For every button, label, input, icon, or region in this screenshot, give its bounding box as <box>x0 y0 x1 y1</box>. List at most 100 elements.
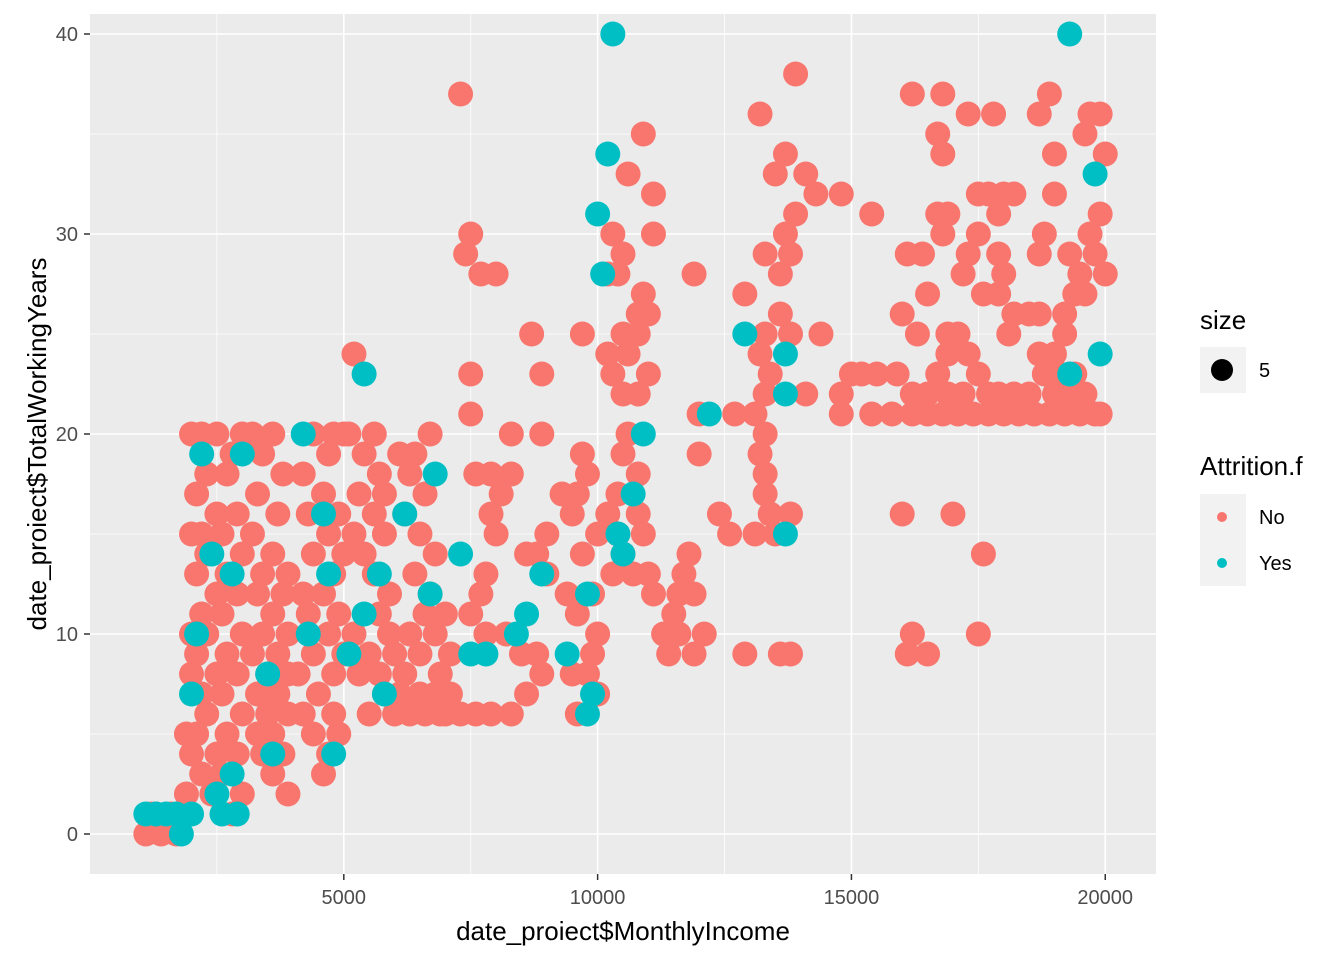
point-no <box>661 601 687 627</box>
point-yes <box>336 641 362 667</box>
point-no <box>184 561 210 587</box>
point-no <box>635 561 661 587</box>
point-no <box>483 521 509 547</box>
point-no <box>783 61 809 87</box>
point-no <box>1041 181 1067 207</box>
point-no <box>1087 401 1113 427</box>
point-no <box>224 501 250 527</box>
point-no <box>915 281 941 307</box>
point-no <box>214 641 240 667</box>
point-no <box>392 661 418 687</box>
point-no <box>290 581 316 607</box>
point-no <box>909 241 935 267</box>
point-no <box>767 261 793 287</box>
point-no <box>981 101 1007 127</box>
point-no <box>580 641 606 667</box>
point-no <box>828 381 854 407</box>
point-no <box>757 361 783 387</box>
point-yes <box>1087 341 1113 367</box>
point-yes <box>366 561 392 587</box>
point-no <box>422 541 448 567</box>
point-no <box>752 421 778 447</box>
point-no <box>270 461 296 487</box>
point-no <box>321 421 347 447</box>
point-no <box>955 241 981 267</box>
point-no <box>204 661 230 687</box>
point-no <box>950 261 976 287</box>
point-no <box>260 721 286 747</box>
point-no <box>184 641 210 667</box>
point-no <box>559 501 585 527</box>
point-yes <box>417 581 443 607</box>
point-no <box>402 441 428 467</box>
point-no <box>529 421 555 447</box>
point-no <box>179 741 205 767</box>
point-no <box>640 181 666 207</box>
point-no <box>351 541 377 567</box>
point-no <box>458 361 484 387</box>
point-no <box>610 241 636 267</box>
point-no <box>1026 301 1052 327</box>
point-yes <box>392 501 418 527</box>
point-no <box>828 181 854 207</box>
point-no <box>453 241 479 267</box>
point-yes <box>696 401 722 427</box>
point-no <box>239 521 265 547</box>
point-no <box>803 181 829 207</box>
point-no <box>554 581 580 607</box>
point-no <box>376 621 402 647</box>
point-no <box>752 461 778 487</box>
point-yes <box>184 621 210 647</box>
point-no <box>260 601 286 627</box>
color-legend-title: Attrition.f <box>1200 451 1303 481</box>
point-yes <box>204 781 230 807</box>
point-yes <box>772 341 798 367</box>
point-no <box>437 641 463 667</box>
point-no <box>600 221 626 247</box>
point-no <box>341 341 367 367</box>
point-yes <box>732 321 758 347</box>
point-yes <box>224 801 250 827</box>
point-no <box>316 521 342 547</box>
point-no <box>955 101 981 127</box>
point-no <box>1052 321 1078 347</box>
point-no <box>793 381 819 407</box>
point-no <box>778 501 804 527</box>
point-no <box>559 661 585 687</box>
point-no <box>859 201 885 227</box>
point-no <box>549 481 575 507</box>
point-yes <box>260 741 286 767</box>
point-no <box>732 641 758 667</box>
point-no <box>239 641 265 667</box>
point-no <box>341 621 367 647</box>
point-no <box>245 581 271 607</box>
color-legend-label-yes: Yes <box>1259 553 1292 575</box>
point-no <box>772 221 798 247</box>
point-no <box>778 321 804 347</box>
point-no <box>407 641 433 667</box>
point-no <box>427 661 453 687</box>
x-tick-label: 20000 <box>1077 887 1133 909</box>
point-no <box>229 781 255 807</box>
point-no <box>1016 381 1042 407</box>
point-no <box>676 541 702 567</box>
point-yes <box>189 441 215 467</box>
point-no <box>747 101 773 127</box>
point-no <box>996 321 1022 347</box>
point-no <box>229 621 255 647</box>
point-no <box>458 401 484 427</box>
point-no <box>640 221 666 247</box>
point-no <box>757 501 783 527</box>
point-yes <box>473 641 499 667</box>
point-no <box>356 701 382 727</box>
point-yes <box>1057 21 1083 47</box>
point-no <box>427 701 453 727</box>
point-no <box>179 661 205 687</box>
point-no <box>194 701 220 727</box>
point-no <box>899 621 925 647</box>
point-no <box>930 221 956 247</box>
point-yes <box>351 361 377 387</box>
x-tick-label: 10000 <box>570 887 626 909</box>
point-no <box>204 581 230 607</box>
